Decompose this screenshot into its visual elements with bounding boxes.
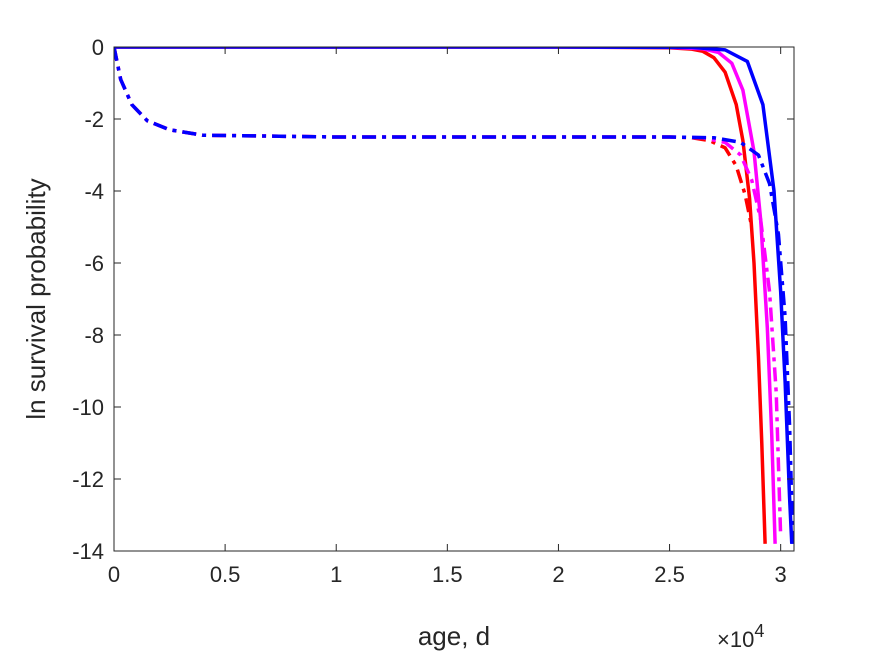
x-axis-label: age, d: [418, 621, 490, 651]
x-exponent-label: ×104: [717, 621, 764, 652]
y-tick-label: 0: [92, 35, 104, 60]
x-tick-label: 0: [108, 562, 120, 587]
x-tick-label: 2: [552, 562, 564, 587]
y-tick-label: -6: [84, 251, 104, 276]
x-tick-label: 3: [775, 562, 787, 587]
y-axis-label: ln survival probability: [21, 178, 51, 419]
x-tick-label: 0.5: [210, 562, 241, 587]
y-tick-label: -8: [84, 323, 104, 348]
x-tick-label: 2.5: [654, 562, 685, 587]
y-tick-label: -10: [72, 395, 104, 420]
y-tick-label: -2: [84, 107, 104, 132]
x-tick-label: 1.5: [432, 562, 463, 587]
series-line-2: [114, 47, 777, 544]
plot-box: [113, 46, 795, 552]
x-axis-ticks: 0 0.5 1 1.5 2 2.5 3: [108, 47, 787, 587]
series-line-6: [114, 47, 794, 544]
y-tick-label: -12: [72, 467, 104, 492]
series-layer: [114, 47, 794, 544]
y-tick-label: -14: [72, 539, 104, 564]
y-tick-label: -4: [84, 179, 104, 204]
x-tick-label: 1: [330, 562, 342, 587]
y-axis-ticks: 0 -2 -4 -6 -8 -10 -12 -14: [72, 35, 794, 564]
plot-background: [114, 47, 794, 551]
series-line-3: [114, 47, 794, 544]
